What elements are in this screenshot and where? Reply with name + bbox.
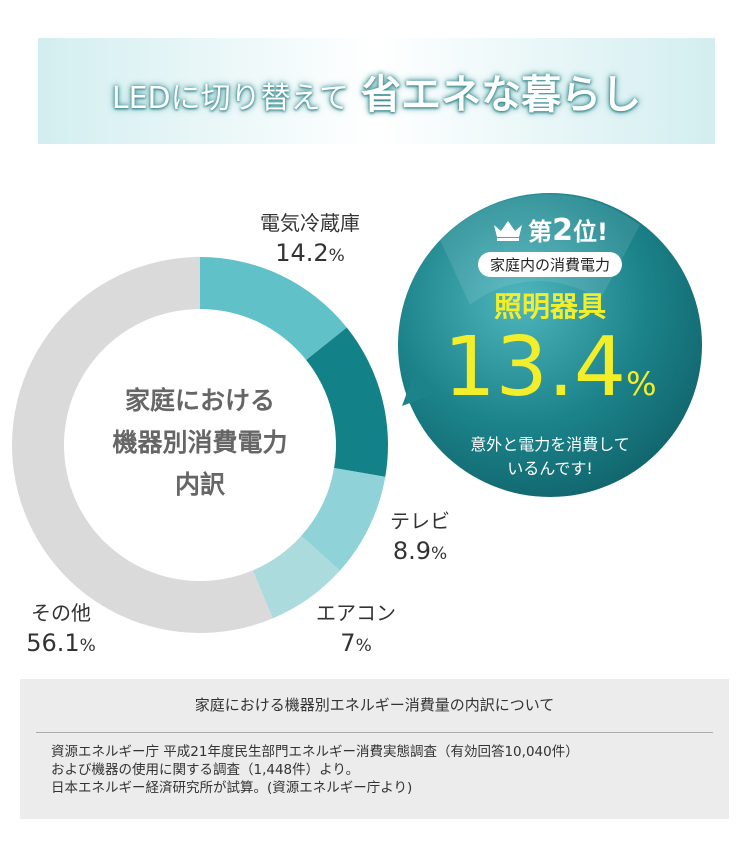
donut-chart <box>12 193 702 633</box>
donut-slice-3 <box>252 535 340 619</box>
callout-note-line1: 意外と電力を消費して <box>470 435 630 454</box>
source-divider <box>36 732 713 733</box>
chart-title-line2: 機器別消費電力 <box>112 428 288 457</box>
callout-note: 意外と電力を消費して いるんです! <box>420 433 680 481</box>
source-body: 資源エネルギー庁 平成21年度民生部門エネルギー消費実態調査（有効回答10,04… <box>51 743 579 797</box>
label-aircon-value: 7% <box>340 629 372 657</box>
speech-bubble-circle <box>398 193 702 497</box>
callout-name: 照明器具 <box>493 290 606 323</box>
donut-slice-4 <box>12 257 273 633</box>
label-refrigerator-value: 14.2% <box>275 239 345 267</box>
callout-pill: 家庭内の消費電力 <box>477 252 622 277</box>
chart-title: 家庭における 機器別消費電力 内訳 <box>100 380 300 506</box>
rank-line: 第2位! <box>420 212 680 248</box>
label-tv: テレビ 8.9% <box>370 506 470 569</box>
crown-icon <box>494 221 523 241</box>
callout-note-line2: いるんです! <box>507 459 593 478</box>
label-other-value: 56.1% <box>26 629 96 657</box>
source-line-1: 資源エネルギー庁 平成21年度民生部門エネルギー消費実態調査（有効回答10,04… <box>51 744 579 760</box>
banner-title: LEDに切り替えて 省エネな暮らし <box>112 62 641 120</box>
rank-text: 第2位! <box>528 213 608 248</box>
label-aircon: エアコン 7% <box>296 598 416 661</box>
donut-slices <box>12 257 388 633</box>
label-tv-value: 8.9% <box>392 537 448 565</box>
donut-slice-0 <box>200 257 347 361</box>
banner-title-part1: LEDに切り替えて <box>111 81 350 116</box>
label-other-name: その他 <box>31 601 91 625</box>
bubble-highlight <box>440 194 640 305</box>
speech-bubble-tail <box>402 368 440 406</box>
source-box: 家庭における機器別エネルギー消費量の内訳について 資源エネルギー庁 平成21年度… <box>20 679 729 819</box>
source-line-3: 日本エネルギー経済研究所が試算。(資源エネルギー庁より) <box>51 780 413 796</box>
callout-value: 13.4% <box>443 320 657 415</box>
header-banner: LEDに切り替えて 省エネな暮らし <box>38 38 715 144</box>
donut-slice-2 <box>301 468 386 571</box>
donut-slice-1 <box>306 327 388 477</box>
label-refrigerator-name: 電気冷蔵庫 <box>260 211 360 235</box>
label-refrigerator: 電気冷蔵庫 14.2% <box>240 208 380 271</box>
chart-title-line1: 家庭における <box>124 386 275 415</box>
source-line-2: および機器の使用に関する調査（1,448件）より。 <box>51 762 360 778</box>
label-other: その他 56.1% <box>6 598 116 661</box>
banner-title-part2: 省エネな暮らし <box>361 72 642 118</box>
chart-title-line3: 内訳 <box>174 470 225 499</box>
label-aircon-name: エアコン <box>316 601 396 625</box>
speech-bubble <box>398 193 702 497</box>
callout: 第2位! 家庭内の消費電力 照明器具 13.4% 意外と電力を消費して いるんで… <box>420 212 680 481</box>
source-heading: 家庭における機器別エネルギー消費量の内訳について <box>194 696 555 714</box>
label-tv-name: テレビ <box>390 509 450 533</box>
